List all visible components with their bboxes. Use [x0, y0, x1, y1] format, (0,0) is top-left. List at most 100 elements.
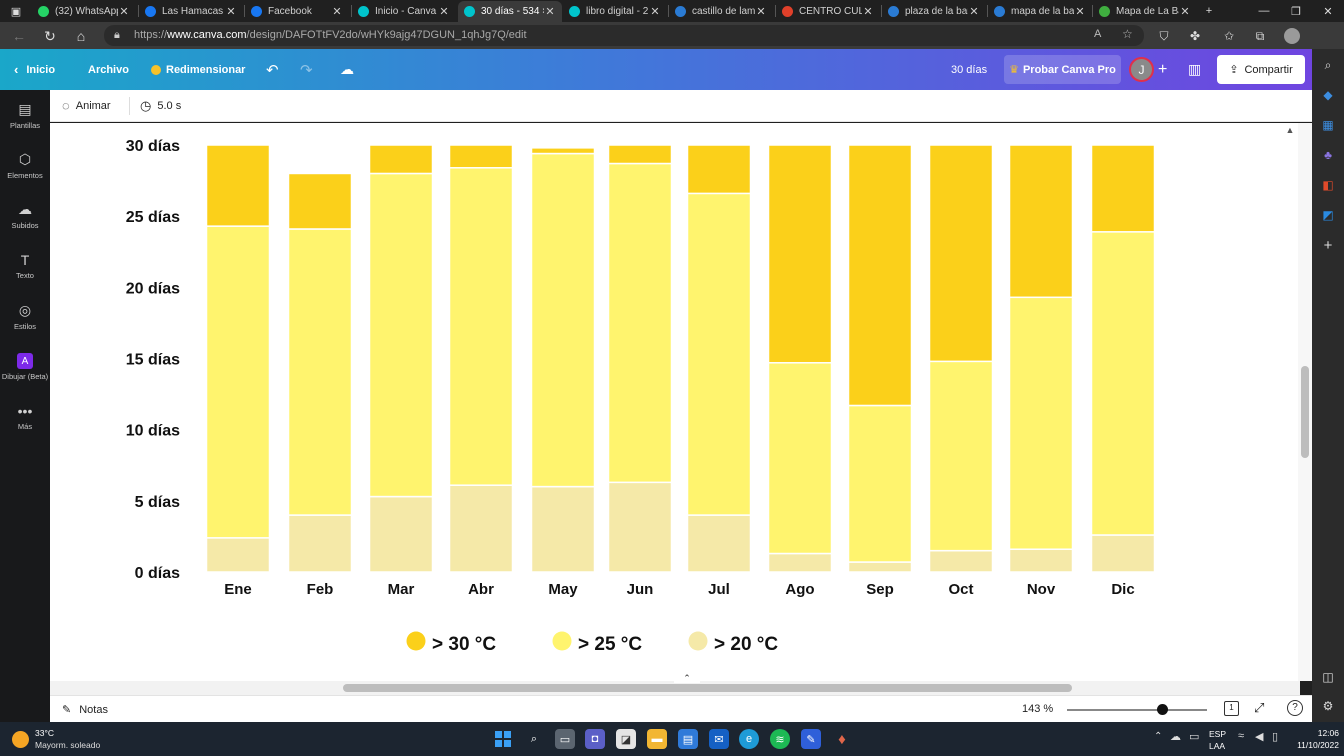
- bar-segment[interactable]: [1090, 534, 1156, 573]
- zoom-slider[interactable]: [1067, 709, 1207, 711]
- browser-tab[interactable]: Mapa de La Ba ✕: [1093, 1, 1197, 22]
- bar-segment[interactable]: [928, 144, 994, 363]
- bar-segment[interactable]: [368, 495, 434, 573]
- extensions-icon[interactable]: ✤: [1189, 29, 1201, 43]
- games-icon[interactable]: ♣: [1324, 148, 1332, 162]
- minimize-button[interactable]: —: [1258, 5, 1270, 17]
- read-aloud-icon[interactable]: A: [1094, 28, 1102, 40]
- bar-segment[interactable]: [205, 537, 271, 573]
- bar-segment[interactable]: [607, 481, 673, 573]
- vertical-scrollbar[interactable]: [1298, 123, 1312, 681]
- bar-segment[interactable]: [1008, 548, 1074, 573]
- zoom-slider-handle[interactable]: [1157, 704, 1168, 715]
- collections-icon[interactable]: ⧉: [1255, 28, 1265, 43]
- settings-gear-icon[interactable]: ⚙: [1322, 699, 1334, 713]
- bar-segment[interactable]: [847, 144, 913, 407]
- undo-icon[interactable]: ↶: [266, 61, 279, 79]
- browser-tab[interactable]: CENTRO CULTU✕: [776, 1, 880, 22]
- expand-pages-icon[interactable]: ⌃: [674, 673, 700, 683]
- bar-segment[interactable]: [686, 514, 752, 573]
- battery-status-icon[interactable]: ▯: [1272, 731, 1279, 743]
- browser-tab[interactable]: plaza de la band✕: [882, 1, 986, 22]
- bar-segment[interactable]: [530, 485, 596, 573]
- sidebar-item-elements[interactable]: ⬡ Elementos: [7, 150, 43, 180]
- browser-tab[interactable]: Inicio - Canva ✕: [352, 1, 456, 22]
- close-tab-icon[interactable]: ✕: [969, 6, 979, 18]
- reload-icon[interactable]: ↻: [44, 27, 56, 44]
- input-language-bottom[interactable]: LAA: [1209, 741, 1226, 751]
- stacked-bar-chart[interactable]: 0 días 5 días 10 días 15 días 20 días 25 días…: [50, 123, 1298, 681]
- bar-segment[interactable]: [767, 144, 833, 364]
- onedrive-cloud-icon[interactable]: ☁: [1170, 731, 1181, 743]
- office-icon[interactable]: ◧: [1322, 178, 1334, 192]
- taskbar-search-icon[interactable]: ⌕: [530, 732, 538, 745]
- close-tab-icon[interactable]: ✕: [545, 6, 555, 18]
- shopping-tag-icon[interactable]: ◆: [1323, 88, 1333, 102]
- sidebar-item-draw[interactable]: A Dibujar (Beta): [0, 344, 50, 390]
- animate-button[interactable]: ◌ Animar: [62, 98, 111, 113]
- shield-icon[interactable]: ⛉: [1159, 28, 1169, 43]
- file-explorer-icon[interactable]: ▬: [647, 729, 667, 749]
- bar-segment[interactable]: [767, 362, 833, 555]
- page-count-button[interactable]: 1: [1224, 701, 1239, 716]
- paint-app-icon[interactable]: ♦: [838, 730, 846, 748]
- help-icon[interactable]: ?: [1287, 700, 1303, 716]
- document-title[interactable]: 30 días: [951, 63, 988, 76]
- sidebar-layout-icon[interactable]: ◫: [1322, 670, 1334, 684]
- mail-icon[interactable]: ✉: [709, 729, 729, 749]
- url-field[interactable]: 🔒︎ https://www.canva.com/design/DAFOTtFV…: [104, 25, 1144, 46]
- bar-segment[interactable]: [368, 172, 434, 498]
- weather-temperature[interactable]: 33°C: [35, 728, 54, 738]
- add-sidebar-app-icon[interactable]: +: [1323, 236, 1333, 254]
- clock-time[interactable]: 12:06: [1317, 728, 1339, 738]
- close-tab-icon[interactable]: ✕: [119, 6, 129, 18]
- sidebar-item-styles[interactable]: ◎ Estilos: [13, 301, 37, 331]
- bar-segment[interactable]: [607, 162, 673, 484]
- horizontal-scroll-thumb[interactable]: [343, 684, 1072, 692]
- weather-description[interactable]: Mayorm. soleado: [35, 740, 101, 750]
- edge-browser-icon[interactable]: e: [739, 729, 759, 749]
- lock-icon[interactable]: 🔒︎: [114, 29, 120, 41]
- horizontal-scrollbar[interactable]: ⌃: [50, 673, 1300, 695]
- design-canvas[interactable]: 0 días 5 días 10 días 15 días 20 días 25 días…: [50, 123, 1312, 681]
- task-view-icon[interactable]: ▭: [555, 729, 575, 749]
- input-language-top[interactable]: ESP: [1209, 729, 1227, 739]
- close-tab-icon[interactable]: ✕: [756, 6, 766, 18]
- home-button[interactable]: ‹ Inicio: [14, 62, 56, 77]
- bar-segment[interactable]: [1090, 144, 1156, 233]
- bar-segment[interactable]: [205, 225, 271, 539]
- browser-tab[interactable]: Las Hamacas Ho✕: [139, 1, 243, 22]
- cloud-saved-icon[interactable]: ☁: [340, 61, 354, 77]
- bar-segment[interactable]: [287, 172, 353, 230]
- favorite-star-icon[interactable]: ☆: [1122, 27, 1133, 41]
- clock-date[interactable]: 11/10/2022: [1297, 740, 1339, 750]
- bar-segment[interactable]: [1090, 231, 1156, 536]
- duration-button[interactable]: ◷ 5.0 s: [140, 98, 182, 113]
- tab-actions-icon[interactable]: ▣: [10, 5, 22, 18]
- browser-tab[interactable]: (32) WhatsApp ✕: [32, 1, 136, 22]
- sidebar-item-more[interactable]: ••• Más: [17, 403, 33, 431]
- profile-avatar-icon[interactable]: [1282, 26, 1302, 46]
- tools-icon[interactable]: ▦: [1322, 118, 1334, 132]
- share-button[interactable]: ⇪ Compartir: [1217, 55, 1305, 84]
- sidebar-item-text[interactable]: T Texto: [16, 252, 34, 280]
- wifi-icon[interactable]: ≈: [1238, 730, 1245, 742]
- bar-segment[interactable]: [847, 561, 913, 573]
- close-tab-icon[interactable]: ✕: [1180, 6, 1190, 18]
- bar-segment[interactable]: [448, 144, 514, 169]
- widgets-icon[interactable]: ◪: [616, 729, 636, 749]
- weather-sun-icon[interactable]: [12, 731, 29, 748]
- close-tab-icon[interactable]: ✕: [439, 6, 449, 18]
- fullscreen-icon[interactable]: ⤢: [1254, 700, 1265, 715]
- user-avatar[interactable]: J: [1129, 57, 1154, 82]
- bar-segment[interactable]: [530, 147, 596, 155]
- close-tab-icon[interactable]: ✕: [863, 6, 873, 18]
- scroll-up-icon[interactable]: ▲: [1286, 125, 1295, 135]
- bar-segment[interactable]: [448, 484, 514, 573]
- close-tab-icon[interactable]: ✕: [650, 6, 660, 18]
- bar-segment[interactable]: [767, 552, 833, 573]
- browser-tab[interactable]: Facebook ✕: [245, 1, 349, 22]
- bar-segment[interactable]: [1008, 296, 1074, 550]
- new-tab-button[interactable]: +: [1205, 5, 1213, 17]
- restore-button[interactable]: ❐: [1291, 5, 1301, 18]
